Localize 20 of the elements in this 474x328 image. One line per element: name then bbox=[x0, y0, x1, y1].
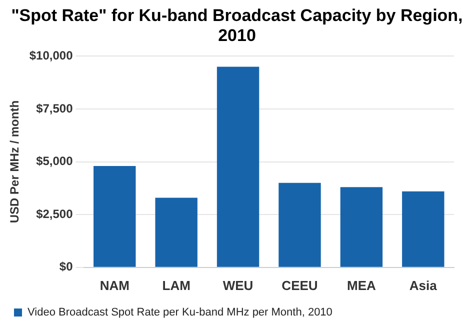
bar bbox=[94, 166, 136, 267]
bar bbox=[216, 66, 260, 267]
legend-label: Video Broadcast Spot Rate per Ku-band MHz per Month, 2010 bbox=[28, 306, 332, 319]
bar bbox=[340, 187, 383, 267]
x-tick-label: NAM bbox=[100, 278, 130, 293]
y-axis-title: USD Per MHz / month bbox=[8, 100, 22, 224]
x-tick-label: WEU bbox=[222, 278, 254, 293]
y-tick-label: $5,000 bbox=[36, 154, 74, 168]
y-tick-label: $7,500 bbox=[36, 101, 74, 116]
bar bbox=[402, 191, 444, 267]
x-tick-label: LAM bbox=[162, 278, 190, 293]
y-tick-label: $10,000 bbox=[29, 48, 74, 63]
y-tick-label: $0 bbox=[59, 260, 74, 274]
y-tick-label: $2,500 bbox=[36, 206, 74, 221]
x-tick-label: MEA bbox=[347, 278, 376, 293]
x-tick-label: CEEU bbox=[282, 278, 318, 293]
bar bbox=[155, 198, 198, 267]
bar bbox=[278, 182, 321, 267]
chart-title: "Spot Rate" for Ku-band Broadcast Capacity by Region, 2010 bbox=[10, 6, 464, 46]
x-tick-label: Asia bbox=[409, 278, 438, 293]
